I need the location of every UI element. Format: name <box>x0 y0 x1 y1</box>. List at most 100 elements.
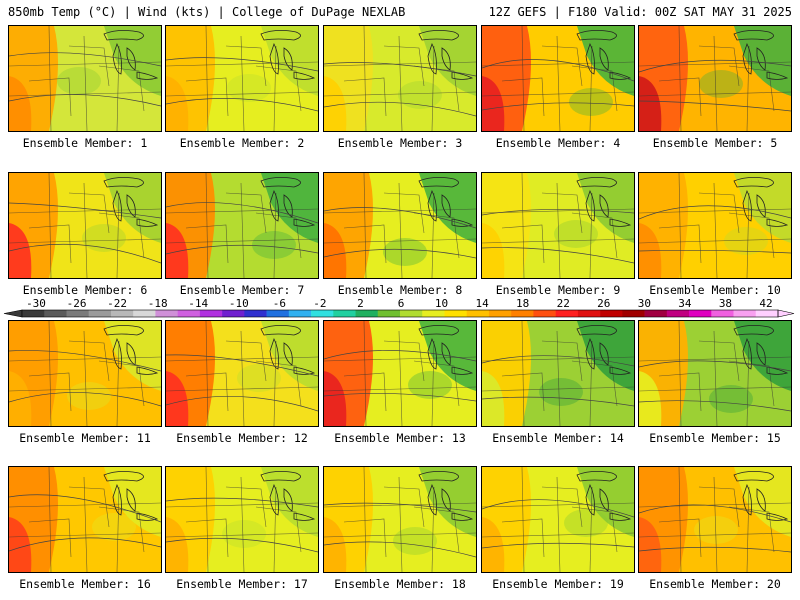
ensemble-map-panel <box>165 466 319 573</box>
temperature-field-map <box>482 467 634 572</box>
southwest-hot-field <box>166 517 189 572</box>
state-border <box>571 506 618 553</box>
colorbar-tick-label: 2 <box>357 297 364 310</box>
height-contour <box>166 395 318 412</box>
height-contour <box>324 207 476 229</box>
ensemble-member-label: Ensemble Member: 20 <box>649 577 781 591</box>
colorbar-tick-label: -6 <box>273 297 286 310</box>
state-border <box>541 340 583 382</box>
colorbar-tick-label: 6 <box>398 297 405 310</box>
state-border <box>678 173 682 278</box>
state-border <box>383 45 425 87</box>
great-lake-outline <box>126 342 136 366</box>
colorbar-swatch <box>511 310 534 317</box>
height-contour <box>9 52 161 67</box>
northeast-cool-field <box>104 321 161 391</box>
state-border <box>413 506 460 553</box>
great-lake-outline <box>742 337 752 370</box>
great-lake-outline <box>427 483 437 516</box>
cool-pocket <box>67 382 111 410</box>
colorbar-swatch <box>44 310 67 317</box>
state-border <box>431 45 435 131</box>
temperature-field-map <box>9 467 161 572</box>
state-border <box>185 224 229 264</box>
northeast-cool-field <box>577 26 634 96</box>
state-border <box>68 340 110 382</box>
colorbar-tick-label: 38 <box>719 297 732 310</box>
northeast-cool-field <box>419 173 476 243</box>
cool-pocket <box>709 385 753 413</box>
temperature-field-map <box>482 321 634 426</box>
temperature-field-map <box>482 26 634 131</box>
colorbar-tick-label: 22 <box>557 297 570 310</box>
great-lake-outline <box>427 189 437 222</box>
state-border <box>28 372 72 412</box>
state-border <box>324 238 476 244</box>
great-lake-outline <box>766 366 789 375</box>
colorbar-swatch <box>644 310 668 317</box>
great-lake-outline <box>733 30 774 41</box>
great-lake-outline <box>609 71 632 80</box>
colorbar-swatch <box>333 310 356 317</box>
cool-pocket <box>383 238 427 266</box>
colorbar-tick-label: 10 <box>435 297 448 310</box>
state-border <box>185 518 229 558</box>
height-contour <box>639 360 791 372</box>
great-lake-outline <box>441 194 451 218</box>
northeast-cool-field <box>577 467 634 537</box>
state-border <box>240 476 245 572</box>
great-lake-outline <box>733 325 774 336</box>
ensemble-map-panel <box>481 172 635 279</box>
temperature-colorbar: -30 -26 -22 -18 -14 -10 -6 -2 2 6 10 14 18 22 26 30 34 38… <box>3 297 795 318</box>
ensemble-map-panel <box>481 320 635 427</box>
temperature-field-map <box>166 173 318 278</box>
state-border <box>48 321 52 426</box>
state-border <box>205 467 209 572</box>
colorbar-swatch <box>199 310 223 317</box>
great-lake-outline <box>609 366 632 375</box>
ensemble-map-panel <box>323 466 477 573</box>
colorbar-swatch <box>222 310 245 317</box>
southwest-hot-field <box>639 371 662 426</box>
state-border <box>678 467 682 572</box>
height-contour <box>639 400 791 412</box>
state-border <box>431 192 435 278</box>
height-contour <box>324 502 476 513</box>
state-border <box>398 330 403 426</box>
northeast-cool-field <box>261 321 318 391</box>
height-contour <box>166 57 318 72</box>
state-border <box>68 486 110 528</box>
colorbar-swatch <box>444 310 468 317</box>
colorbar-swatch <box>577 310 601 317</box>
state-border <box>343 518 387 558</box>
ensemble-map-panel <box>638 320 792 427</box>
state-border <box>273 192 277 278</box>
great-lake-outline <box>585 189 595 222</box>
state-border <box>28 77 72 117</box>
height-contour <box>482 499 634 518</box>
state-border <box>116 340 120 426</box>
great-lake-outline <box>451 218 474 227</box>
great-lake-outline <box>609 512 632 521</box>
colorbar-swatch <box>466 310 490 317</box>
colorbar-swatch <box>133 310 156 317</box>
cool-pocket <box>237 364 281 392</box>
state-border <box>205 26 209 131</box>
colorbar-tick-label: 34 <box>678 297 692 310</box>
ensemble-member-label: Ensemble Member: 2 <box>179 136 305 150</box>
state-border <box>48 467 52 572</box>
state-border <box>521 173 525 278</box>
state-border <box>556 476 561 572</box>
state-border <box>9 91 161 97</box>
state-border <box>9 238 161 244</box>
cool-pocket <box>564 509 608 537</box>
great-lake-outline <box>766 218 789 227</box>
state-border <box>658 518 702 558</box>
great-lake-outline <box>427 337 437 370</box>
colorbar-swatch <box>311 310 334 317</box>
state-border <box>713 476 718 572</box>
colorbar-tick-label: -30 <box>26 297 46 310</box>
height-contour <box>9 202 161 219</box>
cool-pocket <box>227 74 271 102</box>
southwest-hot-field <box>324 371 347 426</box>
